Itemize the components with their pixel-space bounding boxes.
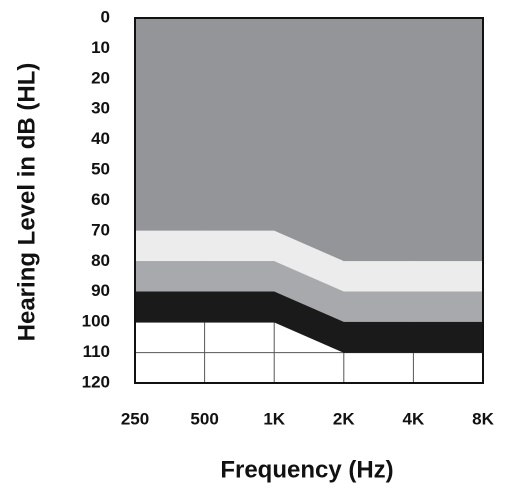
y-tick-label: 90 — [91, 281, 110, 300]
y-tick-label: 20 — [91, 68, 110, 87]
y-tick-label: 10 — [91, 38, 110, 57]
x-tick-label: 2K — [333, 409, 355, 428]
y-tick-label: 40 — [91, 129, 110, 148]
y-tick-label: 30 — [91, 99, 110, 118]
x-tick-label: 4K — [403, 409, 425, 428]
y-tick-label: 50 — [91, 160, 110, 179]
y-tick-label: 80 — [91, 251, 110, 270]
y-axis-title: Hearing Level in dB (HL) — [13, 63, 40, 342]
y-tick-label: 100 — [82, 312, 110, 331]
y-tick-label: 0 — [101, 7, 110, 26]
plot-border — [134, 17, 484, 384]
y-tick-label: 70 — [91, 220, 110, 239]
x-axis-title: Frequency (Hz) — [220, 456, 393, 483]
area-band — [134, 17, 484, 262]
x-tick-label: 250 — [121, 409, 149, 428]
y-tick-label: 60 — [91, 190, 110, 209]
x-tick-label: 8K — [472, 409, 494, 428]
y-tick-label: 120 — [82, 372, 110, 391]
y-tick-label: 110 — [83, 342, 110, 361]
x-tick-label: 500 — [190, 409, 218, 428]
x-tick-label: 1K — [263, 409, 285, 428]
